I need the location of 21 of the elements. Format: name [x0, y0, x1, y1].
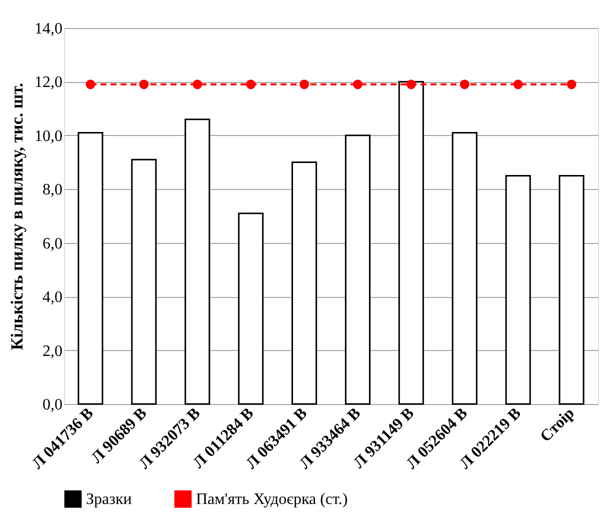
bar — [452, 132, 478, 405]
y-tick-label: 0,0 — [42, 396, 62, 414]
y-tick-label: 12,0 — [34, 74, 62, 92]
y-tick-label: 8,0 — [42, 182, 62, 199]
bar — [291, 162, 318, 405]
y-tick-label: 10,0 — [34, 128, 62, 145]
y-tick-label: 6,0 — [42, 235, 62, 252]
legend-label: Пам'ять Худоєрка (ст.) — [196, 491, 348, 508]
legend-label: Зразки — [86, 491, 132, 508]
y-tick-label: 14,0 — [34, 20, 62, 38]
bar — [344, 134, 371, 405]
y-axis-title: Кількість пилку в пиляку, тис. шт. — [8, 82, 26, 350]
bar — [558, 174, 584, 405]
y-tick-label: 4,0 — [42, 289, 62, 306]
bar — [238, 212, 264, 405]
bar — [78, 132, 104, 405]
bar — [505, 174, 531, 405]
bar — [131, 158, 157, 405]
y-tick-label: 2,0 — [42, 342, 62, 360]
bar — [184, 118, 210, 405]
bar — [398, 80, 424, 405]
